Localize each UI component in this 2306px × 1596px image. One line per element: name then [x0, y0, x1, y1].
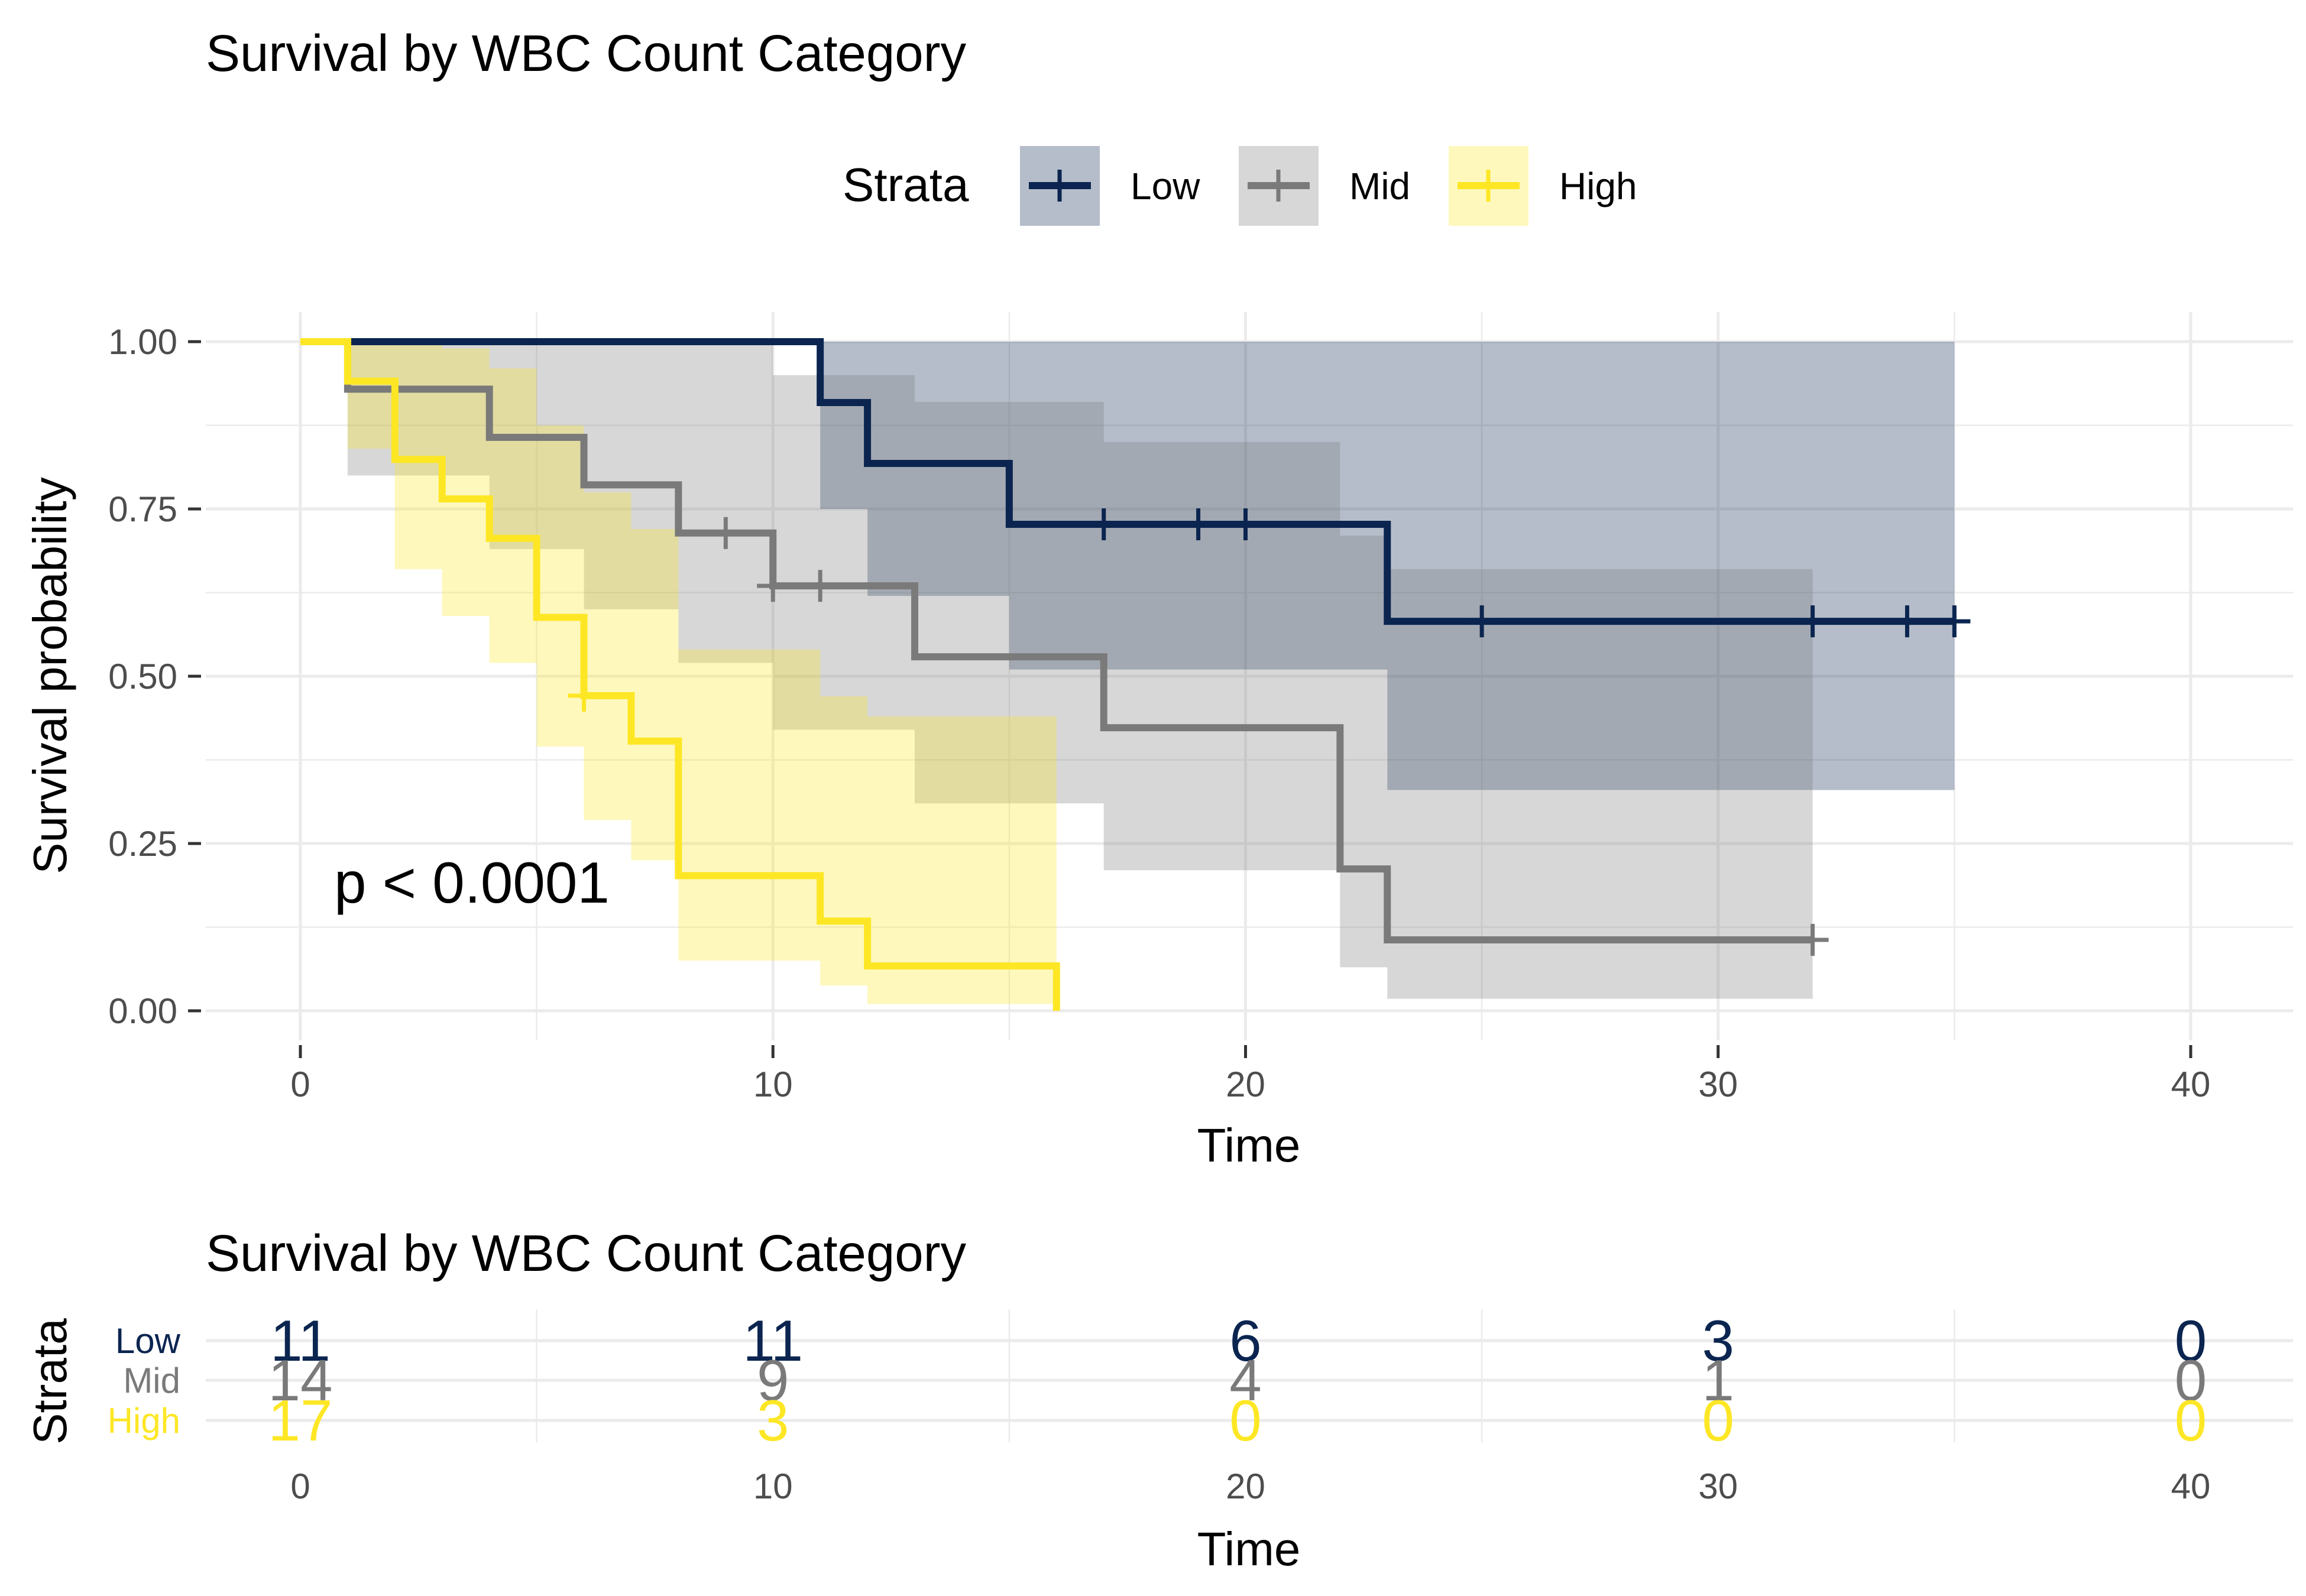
x-tick-label: 20	[1226, 1065, 1265, 1104]
censor-mark-low	[1182, 508, 1214, 541]
x-tick-label: 10	[753, 1065, 793, 1104]
censor-mark-mid	[757, 570, 789, 602]
survival-curves	[300, 338, 1955, 1011]
legend-title: Strata	[843, 158, 969, 211]
risk-count-mid: 0	[2175, 1348, 2207, 1413]
x-tick-label: 30	[1698, 1065, 1738, 1104]
risk-count-high: 0	[1229, 1388, 1262, 1453]
risk-count-mid: 14	[268, 1348, 332, 1413]
censor-mark-mid	[1796, 924, 1829, 956]
censor-mark-mid	[710, 517, 742, 549]
y-axis-title: Survival probability	[24, 477, 76, 874]
survival-curve-mid	[300, 338, 1813, 944]
confidence-band-low	[300, 342, 1955, 790]
risk-table-title: Survival by WBC Count Category	[206, 1225, 967, 1282]
risk-count-high: 0	[2175, 1388, 2207, 1453]
x-axis: 0 10 20 30 40	[290, 1045, 2210, 1104]
risk-table-grid	[206, 1309, 2293, 1442]
censor-mark-low	[1466, 605, 1498, 638]
y-tick-label: 0.00	[108, 991, 177, 1031]
risk-count-low: 11	[743, 1308, 803, 1373]
risk-count-low: 3	[1702, 1308, 1734, 1373]
risk-count-high: 17	[268, 1388, 332, 1453]
p-value-annotation: p < 0.0001	[334, 850, 610, 915]
legend-label-mid: Mid	[1349, 165, 1410, 207]
censor-mark-low	[1229, 508, 1262, 541]
legend-label-low: Low	[1131, 165, 1200, 207]
risk-count-high: 0	[1702, 1388, 1734, 1453]
survival-curve-high	[300, 338, 1060, 1011]
risk-count-mid: 1	[1702, 1348, 1734, 1413]
x-tick-label: 0	[290, 1065, 310, 1104]
risk-count-low: 11	[270, 1308, 331, 1373]
legend-item-low: Low	[1020, 146, 1200, 226]
censor-mark-mid	[804, 570, 837, 602]
legend-item-mid: Mid	[1239, 146, 1410, 226]
legend-item-high: High	[1449, 146, 1637, 226]
risk-count-low: 0	[2175, 1308, 2207, 1373]
y-tick-label: 1.00	[108, 322, 177, 362]
risk-table-y-axis-title: Strata	[24, 1318, 76, 1445]
y-axis: 0.00 0.25 0.50 0.75 1.00	[108, 322, 201, 1031]
risk-x-tick-label: 0	[290, 1467, 310, 1506]
x-axis-title: Time	[1197, 1119, 1301, 1172]
risk-count-mid: 9	[757, 1348, 789, 1413]
censor-mark-low	[1938, 605, 1971, 638]
risk-x-tick-label: 30	[1698, 1467, 1738, 1506]
risk-count-mid: 4	[1229, 1348, 1262, 1413]
survival-curve-low	[300, 338, 1955, 625]
risk-x-tick-label: 40	[2171, 1467, 2211, 1506]
censor-mark-low	[1087, 508, 1120, 541]
censor-mark-high	[568, 679, 600, 712]
plot-title: Survival by WBC Count Category	[206, 25, 967, 82]
censor-marks	[568, 508, 1971, 956]
censor-mark-low	[1891, 605, 1923, 638]
risk-strata-label-mid: Mid	[123, 1361, 180, 1400]
risk-strata-label-high: High	[108, 1401, 180, 1441]
risk-count-high: 3	[757, 1388, 789, 1453]
risk-x-tick-label: 20	[1226, 1467, 1265, 1506]
censor-mark-low	[1796, 605, 1829, 638]
y-tick-label: 0.75	[108, 489, 177, 529]
risk-table-counts: 11 11 6 3 014 9 4 1 017 3 0 0 0	[268, 1308, 2207, 1453]
risk-x-tick-label: 10	[753, 1467, 793, 1506]
risk-table-x-axis: 0 10 20 30 40	[290, 1467, 2210, 1506]
risk-count-low: 6	[1229, 1308, 1262, 1373]
y-tick-label: 0.50	[108, 657, 177, 696]
legend: Strata Low Mid High	[843, 146, 1637, 226]
y-tick-label: 0.25	[108, 824, 177, 864]
legend-label-high: High	[1559, 165, 1637, 207]
main-plot-grid	[206, 312, 2293, 1040]
x-tick-label: 40	[2171, 1065, 2211, 1104]
risk-strata-label-low: Low	[115, 1321, 181, 1361]
risk-table-x-axis-title: Time	[1197, 1523, 1301, 1575]
